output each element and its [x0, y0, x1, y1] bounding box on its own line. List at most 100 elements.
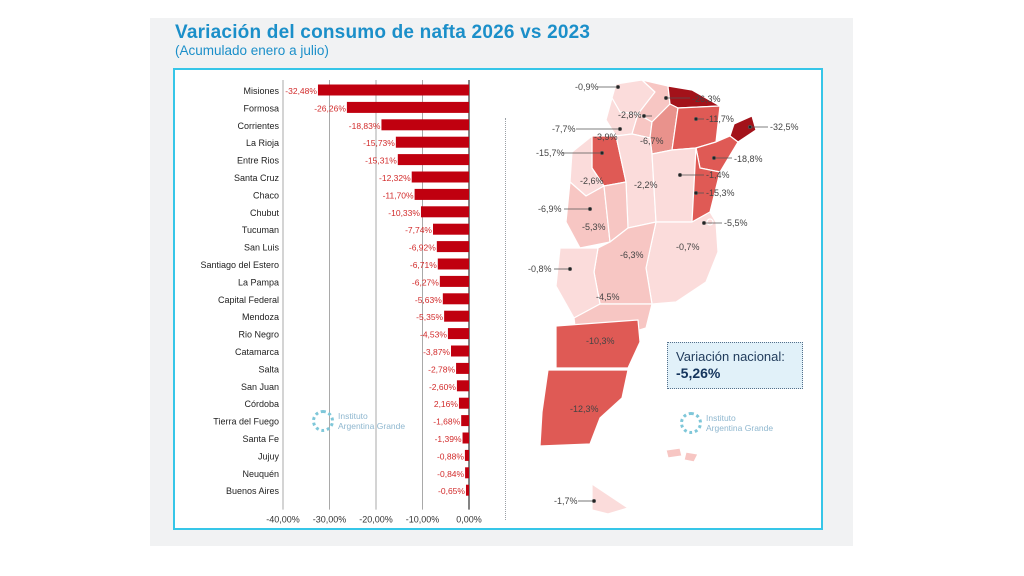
category-label: Santa Cruz — [234, 173, 280, 183]
map-label-santa-cruz: -12,3% — [570, 404, 599, 414]
x-tick-label: -10,00% — [406, 515, 440, 525]
page-subtitle: (Acumulado enero a julio) — [175, 43, 329, 58]
category-label: Chaco — [253, 190, 279, 200]
map-label-jujuy: -0,9% — [575, 82, 599, 92]
map-santa-cruz — [539, 369, 629, 447]
category-label: Santa Fe — [242, 434, 279, 444]
page-title: Variación del consumo de nafta 2026 vs 2… — [175, 22, 591, 43]
value-label: -15,73% — [363, 138, 395, 148]
map-islands — [665, 447, 699, 463]
value-label: -15,31% — [365, 156, 397, 166]
map-label-la-pampa: -6,3% — [620, 250, 644, 260]
bar — [442, 293, 469, 305]
map-label-cordoba: -2,2% — [634, 180, 658, 190]
value-label: -5,63% — [415, 295, 442, 305]
map-label-buenos-aires: -0,7% — [676, 242, 700, 252]
map-label-san-juan: -2,6% — [580, 176, 604, 186]
value-label: -4,53% — [420, 330, 447, 340]
map-label-san-luis: -5,3% — [582, 222, 606, 232]
bar — [436, 241, 469, 253]
map-label-santiago: -6,7% — [640, 136, 664, 146]
category-label: Santiago del Estero — [200, 260, 279, 270]
map-label-capital: -5,5% — [724, 218, 748, 228]
map-label-entre-rios: -15,3% — [706, 188, 735, 198]
category-label: Catamarca — [235, 347, 279, 357]
bar — [456, 362, 469, 374]
value-label: -1,68% — [433, 417, 460, 427]
map-neuquen — [555, 247, 601, 319]
map-label-chubut: -10,3% — [586, 336, 615, 346]
map-label-misiones: -32,5% — [770, 122, 799, 132]
map-chubut — [555, 319, 641, 369]
category-label: Córdoba — [244, 399, 279, 409]
category-label: Salta — [258, 364, 279, 374]
map-buenos-aires — [645, 211, 719, 305]
category-label: La Rioja — [246, 138, 279, 148]
value-label: -26,26% — [314, 103, 346, 113]
institute-logo-map: Instituto Argentina Grande — [680, 412, 773, 434]
bar — [464, 449, 469, 461]
map-label-catamarca: -7,7% — [552, 124, 576, 134]
value-label: -18,83% — [349, 121, 381, 131]
category-label: Formosa — [243, 103, 279, 113]
category-label: La Pampa — [238, 277, 279, 287]
category-label: Tucuman — [242, 225, 279, 235]
category-label: Jujuy — [258, 451, 280, 461]
value-label: -11,70% — [383, 190, 414, 200]
logo-line-1: Instituto — [706, 413, 736, 423]
bar — [420, 206, 469, 218]
bar — [395, 136, 469, 148]
bar — [437, 258, 469, 270]
bar — [461, 415, 469, 427]
map-label-mendoza: -6,9% — [538, 204, 562, 214]
map-tierra-del-fuego — [591, 483, 629, 515]
map-misiones — [729, 115, 757, 143]
map-label-la-rioja: -15,7% — [536, 148, 565, 158]
logo-ring-icon — [680, 412, 702, 434]
value-label: -5,35% — [416, 312, 443, 322]
category-label: Rio Negro — [238, 330, 279, 340]
category-label: San Luis — [244, 243, 280, 253]
map-capital-federal — [706, 218, 714, 226]
logo-line-2: Argentina Grande — [706, 423, 774, 433]
bar — [414, 188, 469, 200]
value-label: -6,92% — [409, 243, 436, 253]
bar — [465, 467, 469, 479]
category-label: Mendoza — [242, 312, 279, 322]
value-label: -12,32% — [379, 173, 411, 183]
value-label: -10,33% — [388, 208, 420, 218]
x-tick-label: -40,00% — [266, 515, 300, 525]
institute-logo: Instituto Argentina Grande — [312, 410, 405, 432]
value-label: -0,84% — [437, 469, 464, 479]
value-label: -2,60% — [429, 382, 456, 392]
category-label: Tierra del Fuego — [213, 417, 279, 427]
bar — [346, 101, 469, 113]
map-santa-fe — [651, 147, 697, 223]
bar — [381, 119, 469, 131]
bar — [462, 432, 469, 444]
value-label: 2,16% — [434, 399, 459, 409]
map-entre-rios — [691, 147, 721, 223]
bar — [317, 84, 469, 96]
x-tick-label: -20,00% — [359, 515, 393, 525]
value-label: -32,48% — [285, 86, 317, 96]
category-label: Capital Federal — [218, 295, 279, 305]
map-label-tucuman: -3,9% — [594, 132, 618, 142]
bar — [456, 380, 469, 392]
category-label: Entre Rios — [237, 156, 280, 166]
map-label-chaco: -11,7% — [706, 114, 734, 124]
x-tick-label: -30,00% — [313, 515, 347, 525]
logo-ring-icon — [312, 410, 334, 432]
value-label: -6,71% — [410, 260, 437, 270]
value-label: -0,88% — [437, 451, 464, 461]
argentina-map: -0,9% -26,3% -2,8% -11,7% -32,5% -7,7% -… — [528, 79, 799, 515]
value-label: -2,78% — [428, 364, 455, 374]
value-label: -0,65% — [438, 486, 465, 496]
category-label: Buenos Aires — [226, 486, 280, 496]
bar — [458, 397, 469, 409]
category-label: Corrientes — [237, 121, 279, 131]
national-variation-label: Variación nacional: — [676, 349, 785, 364]
logo-line-2: Argentina Grande — [338, 421, 406, 431]
category-label: San Juan — [241, 382, 279, 392]
